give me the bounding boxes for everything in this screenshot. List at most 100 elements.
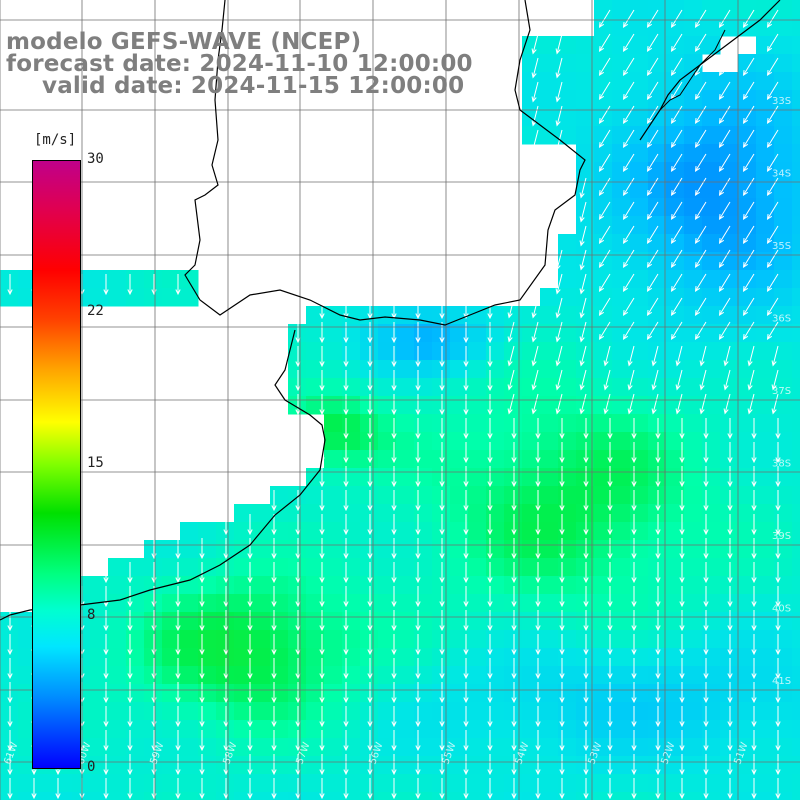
wind-cell [594, 792, 613, 800]
wind-cell [756, 738, 775, 757]
wind-cell [594, 774, 613, 793]
wind-arrow [367, 562, 373, 584]
wind-cell [108, 648, 127, 667]
wind-cell [720, 648, 739, 667]
wind-cell [180, 522, 199, 541]
wind-cell [594, 378, 613, 397]
wind-cell [270, 666, 289, 685]
wind-cell [558, 288, 577, 307]
wind-cell [306, 738, 325, 757]
wind-cell [594, 234, 613, 253]
wind-arrow [463, 658, 469, 680]
wind-cell [612, 144, 631, 163]
wind-cell [252, 756, 271, 775]
wind-cell [666, 702, 685, 721]
wind-cell [558, 126, 577, 145]
wind-arrow [511, 466, 517, 488]
wind-cell [576, 738, 595, 757]
wind-cell [396, 756, 415, 775]
wind-arrow [271, 562, 277, 584]
wind-arrow [718, 57, 731, 77]
wind-arrow [415, 370, 421, 392]
wind-cell [648, 576, 667, 595]
wind-cell [504, 666, 523, 685]
wind-arrow [199, 586, 205, 608]
wind-cell [342, 306, 361, 325]
wind-arrow [7, 778, 13, 800]
wind-cell [720, 126, 739, 145]
wind-arrow [579, 249, 587, 271]
wind-cell [576, 684, 595, 703]
wind-cell [342, 666, 361, 685]
wind-cell [666, 576, 685, 595]
wind-cell [684, 288, 703, 307]
wind-arrow [295, 586, 301, 608]
wind-cell [594, 306, 613, 325]
wind-cell [738, 504, 757, 523]
wind-cell [756, 612, 775, 631]
wind-cell [432, 648, 451, 667]
wind-cell [738, 630, 757, 649]
wind-cell [396, 792, 415, 800]
wind-cell [414, 774, 433, 793]
wind-cell [594, 486, 613, 505]
wind-arrow [391, 442, 397, 464]
wind-cell [648, 342, 667, 361]
wind-cell [360, 702, 379, 721]
wind-cell [702, 450, 721, 469]
wind-cell [342, 396, 361, 415]
wind-arrow [531, 33, 539, 55]
wind-arrow [679, 610, 685, 632]
wind-arrow [622, 33, 635, 53]
wind-cell [774, 252, 793, 271]
wind-cell [108, 576, 127, 595]
wind-cell [0, 270, 19, 289]
wind-arrow [598, 201, 611, 221]
coastline-south [0, 329, 326, 621]
wind-cell [666, 72, 685, 91]
wind-arrow [535, 754, 541, 776]
wind-cell [432, 522, 451, 541]
wind-cell [720, 594, 739, 613]
wind-arrow [535, 706, 541, 728]
wind-cell [540, 648, 559, 667]
wind-arrow [766, 33, 779, 53]
wind-arrow [127, 634, 133, 656]
wind-cell [540, 306, 559, 325]
wind-cell [774, 684, 793, 703]
wind-arrow [199, 658, 205, 680]
wind-cell [774, 558, 793, 577]
wind-cell [558, 378, 577, 397]
wind-cell [0, 684, 19, 703]
wind-arrow [775, 514, 781, 536]
wind-arrow [622, 129, 635, 149]
wind-cell [720, 324, 739, 343]
wind-cell [720, 738, 739, 757]
wind-cell [774, 144, 793, 163]
wind-cell [432, 450, 451, 469]
wind-cell [504, 684, 523, 703]
wind-cell [792, 558, 800, 577]
wind-cell [612, 504, 631, 523]
wind-cell [666, 414, 685, 433]
wind-arrow [670, 177, 683, 197]
wind-cell [486, 738, 505, 757]
wind-cell [108, 702, 127, 721]
wind-cell [684, 216, 703, 235]
wind-arrow [535, 538, 541, 560]
wind-arrow [555, 345, 563, 367]
wind-arrow [694, 321, 707, 341]
wind-cell [792, 378, 800, 397]
wind-cell [468, 774, 487, 793]
wind-cell [792, 702, 800, 721]
wind-arrow [535, 562, 541, 584]
wind-cell [216, 774, 235, 793]
wind-arrow [271, 514, 277, 536]
wind-cell [612, 522, 631, 541]
wind-arrow [718, 105, 731, 125]
wind-arrow [367, 682, 373, 704]
wind-cell [756, 558, 775, 577]
wind-cell [738, 486, 757, 505]
wind-arrow [607, 682, 613, 704]
wind-cell [540, 612, 559, 631]
